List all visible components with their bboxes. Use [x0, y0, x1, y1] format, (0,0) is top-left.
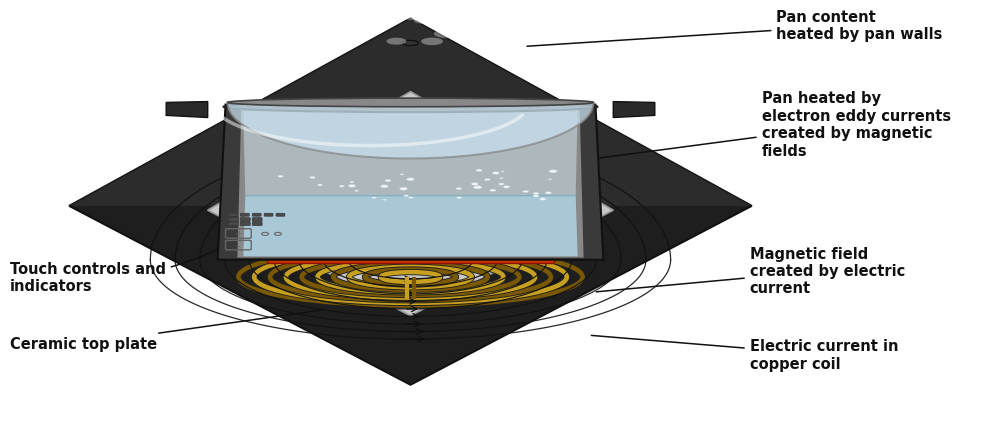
- Ellipse shape: [317, 184, 323, 187]
- FancyBboxPatch shape: [252, 214, 261, 217]
- Ellipse shape: [501, 172, 504, 173]
- Ellipse shape: [346, 31, 366, 38]
- FancyBboxPatch shape: [252, 218, 262, 222]
- Ellipse shape: [400, 188, 408, 191]
- Ellipse shape: [409, 197, 413, 199]
- Ellipse shape: [372, 197, 376, 199]
- Polygon shape: [267, 254, 554, 264]
- Ellipse shape: [539, 198, 546, 201]
- FancyBboxPatch shape: [240, 214, 249, 217]
- Ellipse shape: [549, 170, 557, 173]
- Ellipse shape: [533, 193, 539, 195]
- Ellipse shape: [474, 186, 482, 190]
- Ellipse shape: [403, 41, 418, 46]
- Ellipse shape: [523, 191, 529, 193]
- FancyBboxPatch shape: [228, 218, 238, 222]
- Ellipse shape: [457, 197, 462, 199]
- Ellipse shape: [350, 181, 354, 183]
- Ellipse shape: [315, 34, 328, 39]
- Ellipse shape: [500, 178, 503, 179]
- Ellipse shape: [227, 99, 593, 108]
- Polygon shape: [208, 92, 613, 316]
- Ellipse shape: [499, 184, 504, 186]
- Ellipse shape: [355, 190, 359, 192]
- Ellipse shape: [381, 185, 388, 188]
- Ellipse shape: [412, 16, 430, 22]
- Ellipse shape: [333, 25, 346, 30]
- Polygon shape: [243, 112, 578, 196]
- Ellipse shape: [434, 31, 458, 39]
- Text: Ceramic top plate: Ceramic top plate: [10, 310, 324, 351]
- Ellipse shape: [476, 170, 482, 172]
- Polygon shape: [227, 103, 593, 159]
- Polygon shape: [218, 105, 603, 260]
- Ellipse shape: [383, 200, 386, 201]
- FancyBboxPatch shape: [240, 218, 250, 222]
- Ellipse shape: [545, 192, 552, 195]
- Text: -: -: [237, 240, 240, 251]
- Polygon shape: [237, 108, 584, 258]
- Ellipse shape: [421, 38, 443, 46]
- Ellipse shape: [278, 176, 283, 178]
- Polygon shape: [613, 102, 655, 118]
- Ellipse shape: [549, 179, 552, 181]
- Text: Magnetic field
created by electric
current: Magnetic field created by electric curre…: [596, 246, 905, 296]
- Ellipse shape: [486, 29, 499, 34]
- Ellipse shape: [386, 39, 406, 46]
- Ellipse shape: [339, 186, 344, 188]
- Polygon shape: [243, 196, 578, 257]
- FancyBboxPatch shape: [252, 222, 262, 226]
- Ellipse shape: [492, 172, 499, 175]
- Polygon shape: [69, 19, 752, 206]
- Text: +: +: [234, 229, 242, 239]
- Polygon shape: [69, 19, 752, 385]
- Polygon shape: [166, 102, 208, 118]
- FancyBboxPatch shape: [240, 222, 250, 226]
- Ellipse shape: [330, 26, 359, 36]
- FancyBboxPatch shape: [264, 214, 273, 217]
- Ellipse shape: [471, 183, 478, 186]
- FancyBboxPatch shape: [228, 214, 237, 217]
- Ellipse shape: [414, 19, 431, 25]
- Ellipse shape: [345, 28, 362, 34]
- Ellipse shape: [310, 177, 315, 179]
- Ellipse shape: [533, 195, 539, 197]
- Text: Pan heated by
electron eddy currents
created by magnetic
fields: Pan heated by electron eddy currents cre…: [567, 91, 951, 163]
- Ellipse shape: [407, 178, 414, 181]
- Ellipse shape: [350, 27, 366, 32]
- Text: Electric current in
copper coil: Electric current in copper coil: [591, 336, 898, 371]
- FancyBboxPatch shape: [276, 214, 285, 217]
- Ellipse shape: [488, 22, 505, 28]
- Ellipse shape: [224, 102, 597, 113]
- Ellipse shape: [510, 18, 537, 28]
- Ellipse shape: [348, 185, 356, 188]
- Ellipse shape: [404, 195, 409, 197]
- Ellipse shape: [400, 174, 404, 176]
- Text: Pan content
heated by pan walls: Pan content heated by pan walls: [527, 9, 943, 47]
- Ellipse shape: [272, 133, 549, 271]
- Ellipse shape: [449, 27, 464, 32]
- FancyBboxPatch shape: [228, 222, 238, 226]
- Ellipse shape: [490, 190, 496, 192]
- Ellipse shape: [503, 186, 510, 189]
- Ellipse shape: [385, 180, 391, 182]
- Ellipse shape: [335, 27, 355, 34]
- Ellipse shape: [456, 188, 462, 190]
- Ellipse shape: [399, 11, 427, 21]
- Ellipse shape: [484, 179, 490, 181]
- Text: Touch controls and
indicators: Touch controls and indicators: [10, 236, 243, 294]
- Ellipse shape: [438, 23, 456, 29]
